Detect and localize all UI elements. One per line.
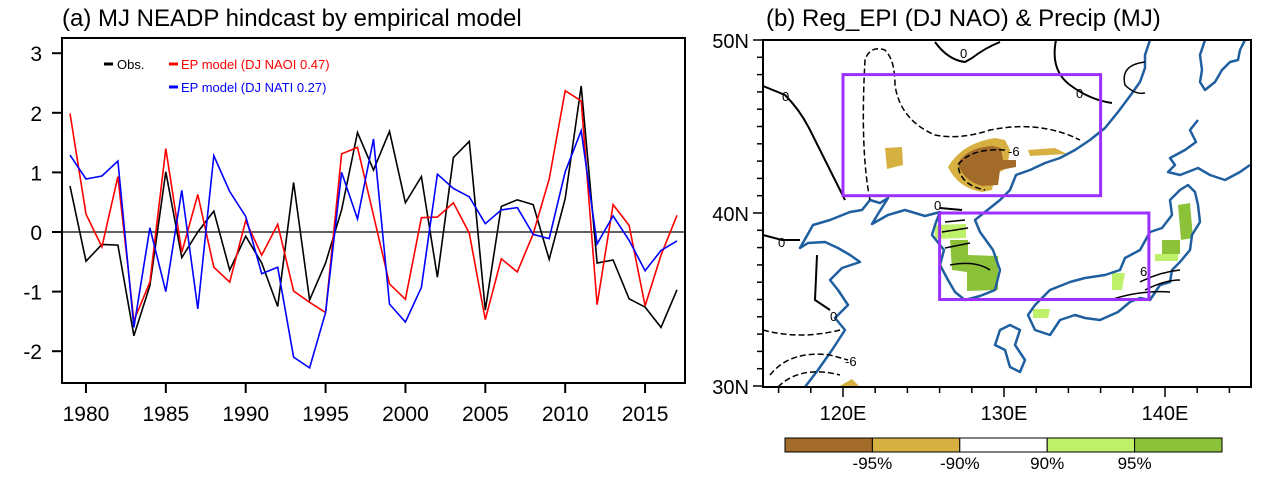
lon-tick-label: 120E: [820, 403, 867, 425]
coastline-sakhalin: [1198, 39, 1247, 92]
series-line-naoi: [69, 89, 678, 322]
colorbar-segment: [959, 437, 1048, 453]
x-tick-label: 1995: [302, 403, 349, 426]
colorbar-segment: [1134, 437, 1223, 453]
contour-label-0: 0: [782, 89, 789, 104]
shade-pos95-korea: [950, 240, 998, 291]
contour-label-0: 0: [934, 198, 941, 213]
series-line-nati: [69, 127, 678, 370]
y-tick-label: 2: [30, 103, 42, 126]
contour-labels: 0 0 0 0 0 0 -6 -6 6: [778, 46, 1147, 369]
y-tick-label: 1: [30, 162, 42, 185]
legend-label-nati: EP model (DJ NATI 0.27): [181, 80, 326, 95]
contour-neg-dashed-north: [862, 48, 1081, 201]
shade-pos95-japan-north: [1178, 203, 1193, 240]
colorbar: -95% -90% 90% 95%: [784, 437, 1223, 473]
coastline-hokkaido: [1166, 119, 1251, 182]
contour-zero-west: [762, 85, 846, 201]
region-boxes: [841, 73, 1151, 301]
contour-neg-dashed-south2: [769, 353, 849, 376]
map-axes: 30N 40N 50N 120E 130E 140E: [712, 31, 1231, 425]
x-tick-label: 1980: [63, 403, 110, 426]
plot-frame: [61, 37, 686, 384]
x-axis: 1980 1985 1990 1995 2000 2005 2010 2015: [63, 383, 669, 426]
shade-pos90-kyushu: [1033, 309, 1050, 318]
south-box: [938, 211, 1151, 301]
panel-a-title: (a) MJ NEADP hindcast by empirical model: [62, 5, 522, 32]
legend-label-obs: Obs.: [117, 57, 144, 72]
lon-tick-label: 140E: [1142, 403, 1189, 425]
legend: Obs. EP model (DJ NAOI 0.47) EP model (D…: [104, 57, 330, 95]
lat-tick-label: 30N: [712, 377, 749, 399]
contour-pos-korea: [941, 219, 991, 271]
lat-tick-label: 40N: [712, 204, 749, 226]
north-box: [841, 73, 1103, 198]
contour-neg6-dashed: [957, 149, 1006, 191]
lon-tick-label: 130E: [981, 403, 1028, 425]
contours: [762, 39, 1181, 388]
contour-zero-east: [1053, 39, 1113, 104]
contour-label-0: 0: [778, 235, 785, 250]
y-tick-label: 3: [30, 43, 42, 66]
shade-pos90-japan: [1155, 254, 1178, 261]
contour-zero-yellowsea: [813, 254, 831, 311]
panel-b-title: (b) Reg_EPI (DJ NAO) & Precip (MJ): [766, 5, 1161, 32]
shade-pos95-japan-mid: [1162, 240, 1180, 254]
coastlines: [798, 39, 1251, 388]
y-tick-label: -2: [23, 341, 42, 364]
coastline-honshu: [1026, 183, 1202, 337]
colorbar-segment: [871, 437, 961, 453]
contour-label-0: 0: [960, 46, 967, 61]
colorbar-label: -95%: [853, 454, 893, 473]
shade-neg90-south: [838, 379, 860, 387]
contour-label-0: 0: [1076, 86, 1083, 101]
shade-neg95-main: [958, 146, 1016, 186]
x-tick-label: 2005: [462, 403, 509, 426]
coastline-china-korea: [798, 39, 1152, 388]
y-tick-label: -1: [23, 282, 42, 305]
contour-zero-left: [762, 234, 800, 241]
contour-neg-dashed-south3: [777, 371, 841, 388]
lat-tick-label: 50N: [712, 31, 749, 53]
y-tick-label: 0: [30, 222, 42, 245]
x-tick-label: 1990: [222, 403, 269, 426]
colorbar-segment: [1046, 437, 1136, 453]
contour-small-loop: [1123, 61, 1146, 95]
series-line-obs: [69, 85, 678, 336]
legend-label-naoi: EP model (DJ NAOI 0.47): [181, 57, 330, 72]
map-frame: [762, 39, 1252, 388]
x-tick-label: 2015: [622, 403, 669, 426]
contour-zero-ne: [934, 41, 1001, 64]
contour-label-neg6: -6: [845, 354, 857, 369]
contour-label-pos6: 6: [1140, 264, 1147, 279]
colorbar-label: -90%: [940, 454, 980, 473]
colorbar-label: 90%: [1030, 454, 1064, 473]
contour-zero-korea: [939, 207, 963, 211]
contour-label-0: 0: [830, 309, 837, 324]
colorbar-segment: [784, 437, 873, 453]
contour-label-neg6: -6: [1008, 144, 1020, 159]
x-tick-label: 2010: [542, 403, 589, 426]
x-tick-label: 2000: [382, 403, 429, 426]
panel-a-line-chart: (a) MJ NEADP hindcast by empirical model…: [23, 5, 686, 426]
panel-b-map: (b) Reg_EPI (DJ NAO) & Precip (MJ): [712, 5, 1252, 473]
shade-neg90-north: [885, 147, 903, 169]
shade-pos90-honshu: [1112, 273, 1125, 290]
colorbar-label: 95%: [1118, 454, 1152, 473]
shade-pos90-korea: [935, 224, 966, 239]
shade-neg90-tail: [1028, 148, 1067, 156]
contour-neg-dashed-south1: [762, 329, 841, 336]
y-axis: -2 -1 0 1 2 3: [23, 43, 62, 364]
coastline-kyushu-shikoku: [993, 323, 1027, 374]
series-group: [69, 85, 678, 370]
x-tick-label: 1985: [142, 403, 189, 426]
